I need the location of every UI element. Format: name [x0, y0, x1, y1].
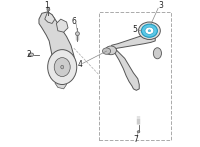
Ellipse shape: [47, 7, 50, 9]
Text: 7: 7: [133, 135, 138, 143]
Text: 1: 1: [45, 1, 49, 10]
Ellipse shape: [54, 58, 70, 77]
Ellipse shape: [47, 9, 50, 11]
Polygon shape: [55, 80, 67, 89]
Ellipse shape: [28, 53, 34, 56]
Ellipse shape: [102, 48, 111, 54]
Polygon shape: [45, 12, 55, 24]
Text: 3: 3: [159, 1, 163, 10]
Ellipse shape: [137, 131, 140, 133]
Ellipse shape: [105, 46, 116, 55]
Polygon shape: [112, 34, 155, 50]
Ellipse shape: [61, 65, 64, 69]
Ellipse shape: [145, 27, 154, 34]
Ellipse shape: [139, 22, 160, 39]
Text: 6: 6: [71, 17, 76, 26]
Bar: [99, 12, 171, 140]
Ellipse shape: [148, 30, 151, 32]
Ellipse shape: [153, 48, 161, 59]
Text: 5: 5: [132, 25, 137, 34]
Ellipse shape: [76, 32, 79, 36]
Ellipse shape: [141, 24, 157, 37]
Polygon shape: [112, 48, 139, 90]
Text: 2: 2: [26, 50, 31, 59]
Polygon shape: [39, 12, 75, 83]
Text: 4: 4: [77, 60, 82, 69]
Ellipse shape: [48, 50, 77, 85]
Polygon shape: [56, 19, 68, 32]
